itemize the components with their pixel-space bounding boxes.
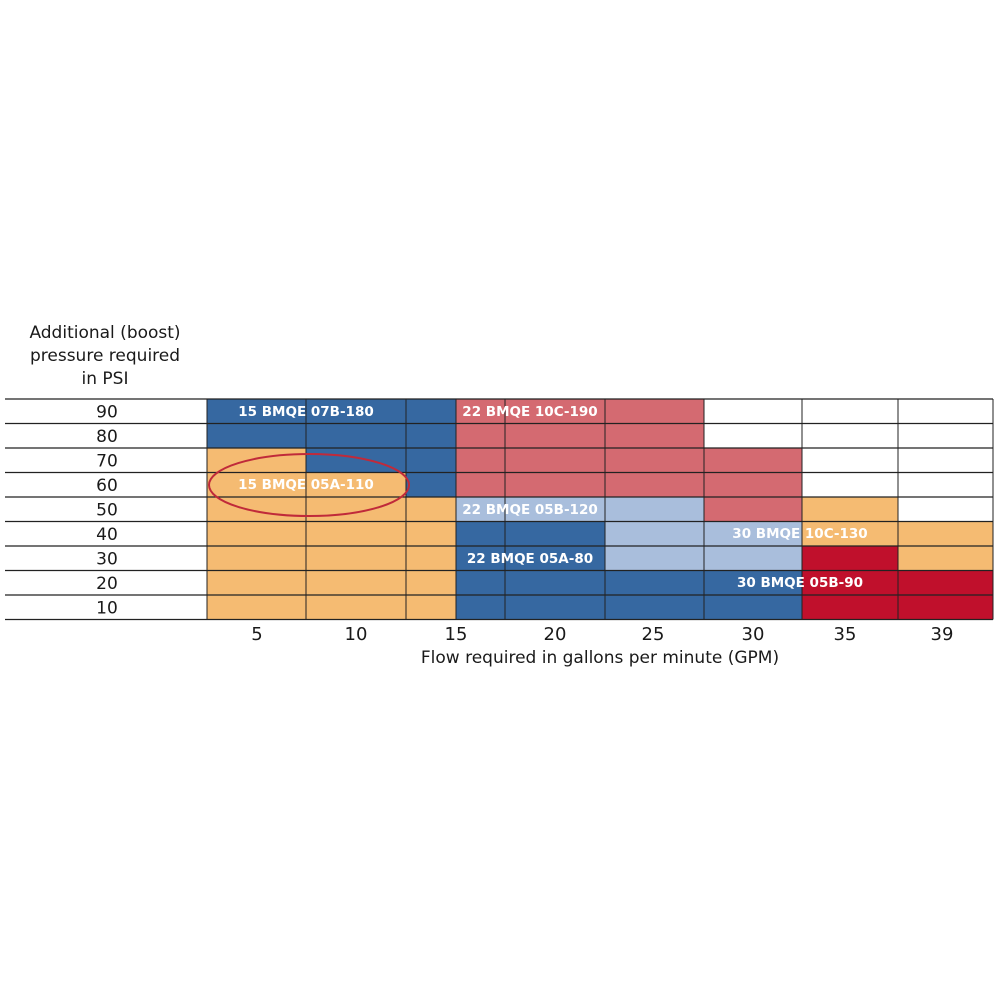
cell — [306, 399, 406, 424]
cell — [306, 472, 406, 497]
cell — [207, 423, 306, 448]
cell — [406, 399, 456, 424]
cell — [802, 595, 898, 620]
cell — [704, 521, 802, 546]
cell — [505, 521, 605, 546]
cell — [802, 521, 898, 546]
cell — [406, 546, 456, 571]
cell — [898, 546, 993, 571]
cell — [704, 570, 802, 595]
cell — [207, 570, 306, 595]
cell — [704, 448, 802, 473]
cell — [456, 521, 505, 546]
cell — [605, 570, 704, 595]
cell — [406, 423, 456, 448]
cell — [505, 497, 605, 522]
cell — [456, 595, 505, 620]
model-label: 15 BMQE 05A-110 — [238, 477, 374, 493]
cell — [406, 497, 456, 522]
cell — [306, 546, 406, 571]
cell — [456, 570, 505, 595]
cell — [605, 497, 704, 522]
pressure-tick-label: 40 — [96, 525, 118, 545]
cell — [456, 546, 505, 571]
flow-tick-label: 20 — [544, 624, 567, 645]
cell — [605, 521, 704, 546]
cell — [605, 595, 704, 620]
x-axis-label: Flow required in gallons per minute (GPM… — [420, 648, 780, 668]
pressure-tick-label: 70 — [96, 451, 118, 471]
cell — [306, 570, 406, 595]
cell — [704, 595, 802, 620]
y-axis-label-line: in PSI — [81, 369, 129, 389]
cell — [802, 570, 898, 595]
cell — [306, 521, 406, 546]
flow-tick-label: 39 — [931, 624, 954, 645]
cell — [505, 570, 605, 595]
cell — [505, 472, 605, 497]
cell — [802, 497, 898, 522]
pressure-tick-label: 60 — [96, 476, 118, 496]
y-axis-label-line: pressure required — [29, 346, 181, 366]
cell — [406, 570, 456, 595]
cell — [456, 423, 505, 448]
flow-tick-label: 30 — [742, 624, 765, 645]
pressure-tick-label: 10 — [96, 598, 118, 618]
flow-tick-label: 10 — [345, 624, 368, 645]
cell — [456, 472, 505, 497]
model-label: 22 BMQE 10C-190 — [462, 404, 597, 420]
pressure-tick-label: 30 — [96, 549, 118, 569]
model-label: 22 BMQE 05A-80 — [467, 551, 593, 567]
highlight-ellipse — [208, 453, 410, 517]
cell — [802, 546, 898, 571]
cell — [704, 497, 802, 522]
model-label: 22 BMQE 05B-120 — [462, 502, 597, 518]
flow-tick-label: 25 — [642, 624, 665, 645]
cell — [456, 448, 505, 473]
model-label: 30 BMQE 10C-130 — [732, 526, 867, 542]
cell — [406, 448, 456, 473]
cell — [605, 399, 704, 424]
cell — [406, 595, 456, 620]
cell — [898, 570, 993, 595]
cell — [306, 423, 406, 448]
pressure-tick-label: 50 — [96, 500, 118, 520]
cell — [605, 546, 704, 571]
cell — [505, 546, 605, 571]
cell — [406, 521, 456, 546]
cell — [505, 448, 605, 473]
cell — [207, 546, 306, 571]
cell — [605, 472, 704, 497]
cell — [505, 423, 605, 448]
cell — [456, 497, 505, 522]
flow-tick-label: 35 — [834, 624, 857, 645]
cell — [207, 595, 306, 620]
pressure-tick-label: 20 — [96, 574, 118, 594]
model-label: 30 BMQE 05B-90 — [737, 575, 863, 591]
cell — [505, 595, 605, 620]
cell — [207, 472, 306, 497]
cell — [898, 595, 993, 620]
cell — [704, 472, 802, 497]
cell — [406, 472, 456, 497]
cell — [605, 448, 704, 473]
cell — [898, 521, 993, 546]
cell — [306, 497, 406, 522]
cell — [207, 399, 306, 424]
cell — [704, 546, 802, 571]
flow-tick-label: 5 — [251, 624, 262, 645]
model-label: 15 BMQE 07B-180 — [238, 404, 373, 420]
y-axis-label-line: Additional (boost) — [29, 323, 181, 343]
cell — [306, 595, 406, 620]
flow-tick-label: 15 — [445, 624, 468, 645]
pressure-tick-label: 90 — [96, 402, 118, 422]
cell — [306, 448, 406, 473]
y-axis-label: Additional (boost) pressure required in … — [20, 322, 190, 391]
pressure-tick-label: 80 — [96, 427, 118, 447]
cell — [456, 399, 505, 424]
cell — [207, 521, 306, 546]
cell — [605, 423, 704, 448]
cell — [505, 399, 605, 424]
